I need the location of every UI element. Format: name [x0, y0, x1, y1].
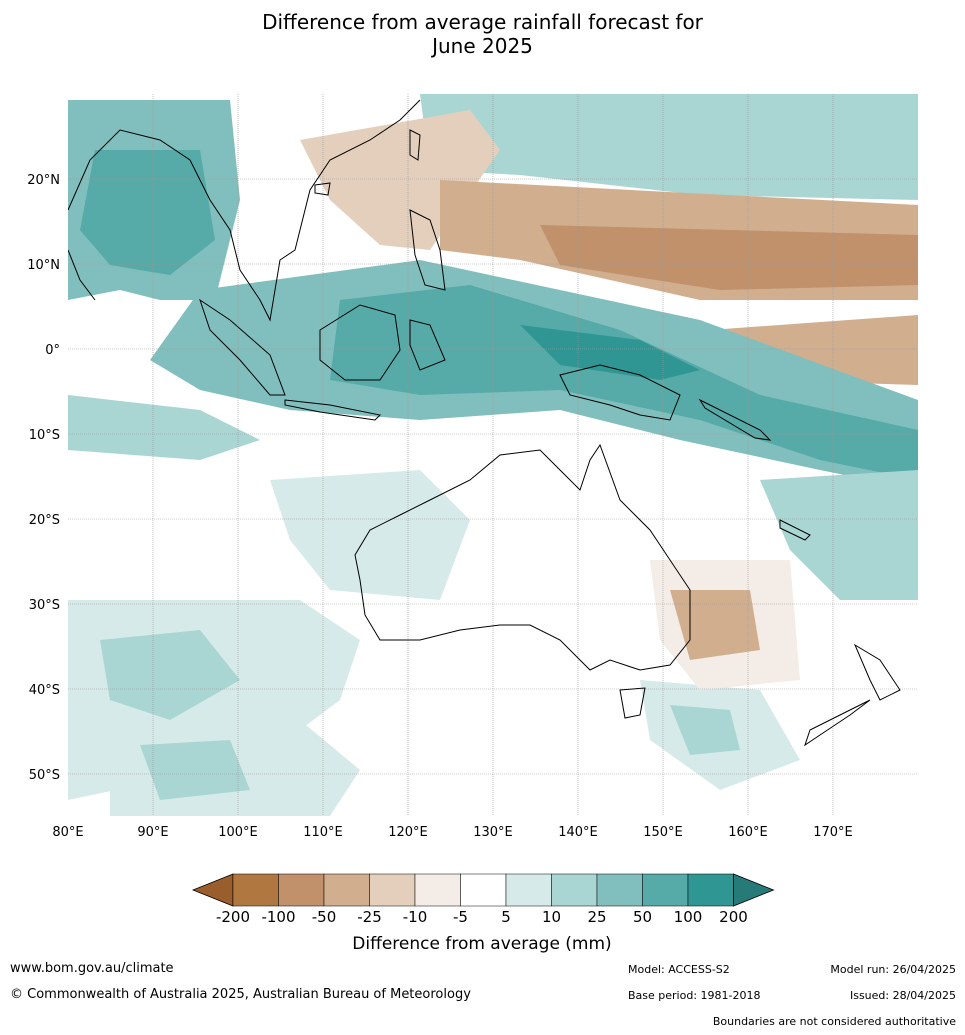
coastline-java — [284, 399, 382, 421]
lat-label: 30°S — [29, 598, 60, 613]
wet-region-bay-of-bengal-core — [80, 150, 215, 275]
map-title: Difference from average rainfall forecas… — [0, 10, 965, 58]
coastline-australia — [354, 443, 691, 671]
coastline-sumatra — [199, 298, 286, 396]
coastline-india-east — [68, 249, 96, 301]
colorbar-swatch — [505, 873, 552, 907]
colorbar-tick-label: -5 — [453, 908, 468, 926]
wet-patch-tasman-sea — [670, 705, 740, 755]
coastline-solomon-islands — [698, 398, 772, 441]
lon-label: 100°E — [218, 825, 258, 840]
colorbar-swatch — [323, 873, 370, 907]
lon-label: 150°E — [643, 825, 683, 840]
colorbar-swatch — [596, 873, 643, 907]
colorbar-title: Difference from average (mm) — [352, 934, 611, 954]
coastline-tasmania — [619, 687, 646, 719]
rainfall-map: 20°N 10°N 0° 10°S 20°S 30°S 40°S 50°S 80… — [27, 94, 918, 840]
lat-label: 0° — [45, 343, 60, 358]
colorbar-tick-label: -10 — [403, 908, 428, 926]
lon-label: 110°E — [303, 825, 343, 840]
lon-label: 120°E — [388, 825, 428, 840]
graticule — [68, 94, 918, 816]
coastline-hainan — [314, 182, 331, 196]
colorbar-tick-label: -25 — [357, 908, 382, 926]
wet-core-maritime-continent — [330, 285, 918, 480]
lon-label: 140°E — [558, 825, 598, 840]
wet-patch-southern-ocean — [100, 630, 240, 720]
footer-disclaimer: Boundaries are not considered authoritat… — [712, 1015, 956, 1028]
lat-label: 10°S — [29, 428, 60, 443]
coastlines — [68, 99, 901, 747]
colorbar-swatch — [642, 873, 689, 907]
dry-patch-east-australia — [670, 590, 760, 660]
colorbar-tick-label: -200 — [216, 908, 250, 926]
footer-base-period: Base period: 1981-2018 — [628, 989, 761, 1002]
lat-label: 20°N — [27, 173, 60, 188]
map-title-line2: June 2025 — [432, 34, 533, 58]
colorbar-tick-label: 100 — [674, 908, 703, 926]
footer-copyright: © Commonwealth of Australia 2025, Austra… — [10, 987, 471, 1002]
footer-url[interactable]: www.bom.gov.au/climate — [10, 961, 174, 976]
wet-region-north-pacific — [420, 94, 918, 200]
wet-region-western-australia — [270, 470, 470, 600]
lat-label: 10°N — [27, 258, 60, 273]
footer-model-run: Model run: 26/04/2025 — [830, 963, 956, 976]
colorbar: -200 -100 -50 -25 -10 -5 5 10 25 50 100 200 Differe… — [191, 873, 775, 954]
wet-patch-southern-ocean-south — [140, 740, 250, 800]
colorbar-swatch — [278, 873, 325, 907]
coastline-philippines — [409, 209, 446, 291]
dry-core-tropical-north-pacific — [540, 225, 918, 290]
longitude-labels: 80°E 90°E 100°E 110°E 120°E 130°E 140°E … — [52, 825, 852, 840]
footer-issued: Issued: 28/04/2025 — [849, 989, 956, 1002]
lat-label: 20°S — [29, 513, 60, 528]
wet-peak-new-guinea — [520, 325, 700, 380]
coastline-new-zealand-south — [804, 699, 871, 747]
colorbar-tick-label: 10 — [542, 908, 561, 926]
coastline-taiwan — [409, 129, 421, 161]
colorbar-swatch — [232, 873, 279, 907]
lon-label: 90°E — [137, 825, 168, 840]
footer-model: Model: ACCESS-S2 — [628, 963, 730, 976]
coastline-borneo — [319, 304, 401, 381]
colorbar-swatch — [460, 873, 507, 907]
anomaly-field — [68, 94, 918, 816]
colorbar-swatch — [687, 873, 734, 907]
coastline-new-zealand-north — [853, 643, 901, 701]
colorbar-swatch — [551, 873, 598, 907]
colorbar-tick-label: 5 — [501, 908, 511, 926]
colorbar-tick-labels: -200 -100 -50 -25 -10 -5 5 10 25 50 100 200 — [216, 908, 748, 926]
coastline-new-caledonia — [779, 519, 811, 541]
lon-label: 130°E — [473, 825, 513, 840]
colorbar-tick-label: 200 — [719, 908, 748, 926]
lon-label: 160°E — [728, 825, 768, 840]
colorbar-tick-label: 25 — [587, 908, 606, 926]
wet-band-southern-indian-ocean — [68, 395, 260, 460]
lon-label: 80°E — [52, 825, 83, 840]
colorbar-swatches — [191, 873, 775, 907]
coastline-mainland-asia — [68, 99, 421, 322]
colorbar-extend-low — [191, 873, 234, 907]
colorbar-tick-label: -50 — [312, 908, 337, 926]
map-title-line1: Difference from average rainfall forecas… — [262, 10, 703, 34]
colorbar-tick-label: -100 — [261, 908, 295, 926]
wet-region-coral-sea — [760, 470, 918, 600]
latitude-labels: 20°N 10°N 0° 10°S 20°S 30°S 40°S 50°S — [27, 173, 60, 783]
lat-label: 50°S — [29, 768, 60, 783]
colorbar-tick-label: 50 — [633, 908, 652, 926]
colorbar-swatch — [369, 873, 416, 907]
coastline-new-guinea — [559, 364, 681, 421]
lat-label: 40°S — [29, 683, 60, 698]
colorbar-extend-high — [733, 873, 775, 907]
coastline-sulawesi — [409, 319, 446, 371]
colorbar-swatch — [414, 873, 461, 907]
lon-label: 170°E — [813, 825, 853, 840]
